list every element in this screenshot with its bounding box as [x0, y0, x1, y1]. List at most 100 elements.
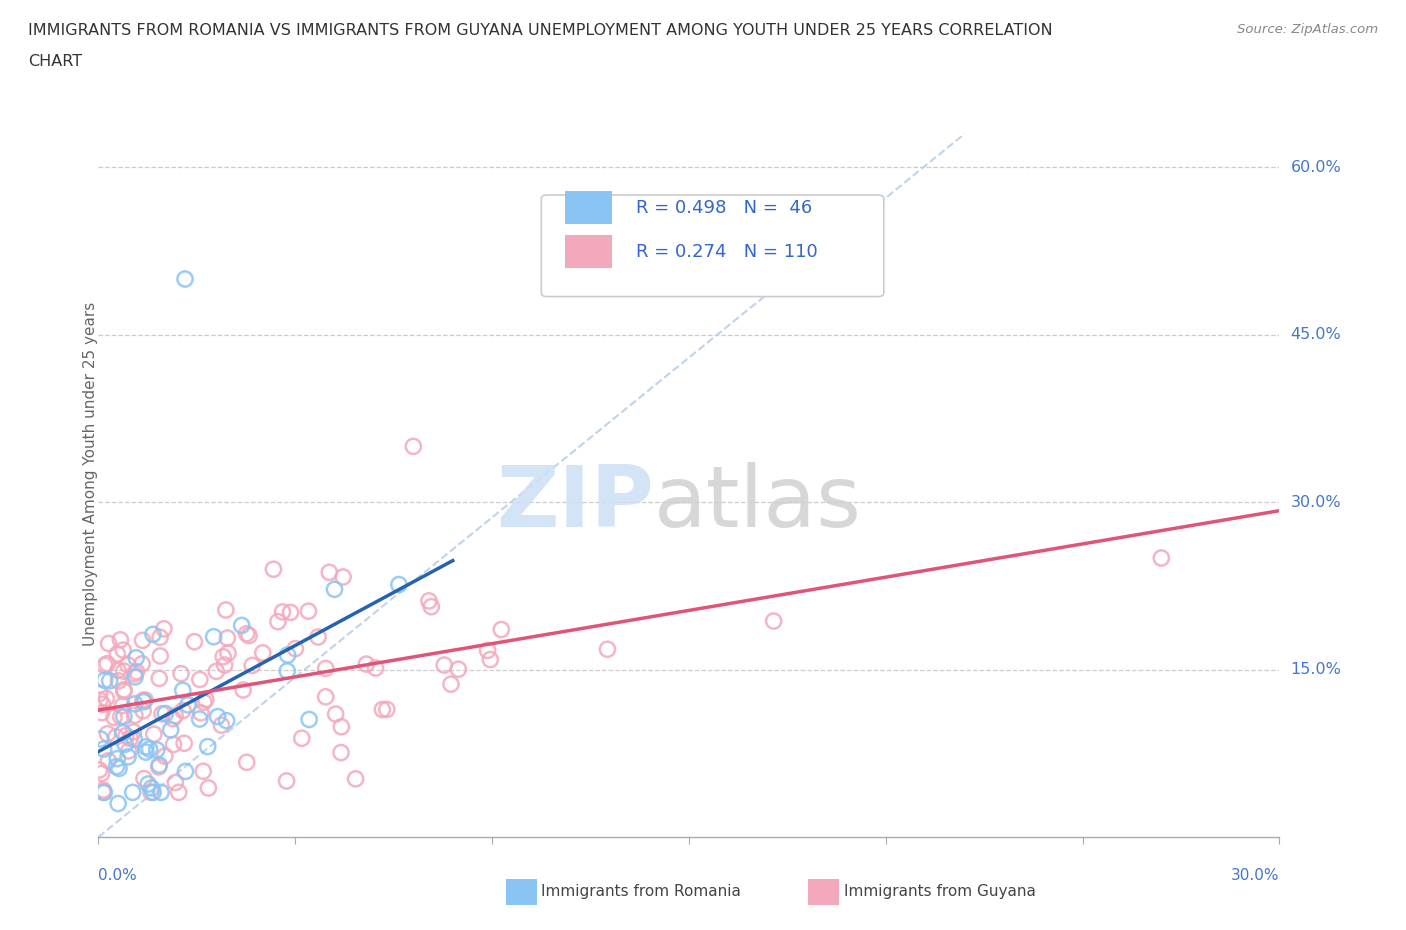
Text: Immigrants from Romania: Immigrants from Romania	[541, 884, 741, 899]
Text: 30.0%: 30.0%	[1232, 868, 1279, 883]
Point	[89, 732, 111, 747]
Text: 60.0%: 60.0%	[1291, 160, 1341, 175]
Point	[297, 604, 319, 618]
Point	[96, 691, 118, 706]
Point	[231, 618, 253, 633]
Point	[124, 670, 146, 684]
Point	[240, 658, 263, 673]
Text: IMMIGRANTS FROM ROMANIA VS IMMIGRANTS FROM GUYANA UNEMPLOYMENT AMONG YOUTH UNDER: IMMIGRANTS FROM ROMANIA VS IMMIGRANTS FR…	[28, 23, 1053, 38]
Point	[364, 660, 387, 675]
Point	[93, 783, 115, 798]
Point	[89, 686, 111, 701]
Point	[93, 741, 115, 756]
Point	[167, 785, 190, 800]
Point	[107, 673, 129, 688]
Point	[108, 761, 131, 776]
Point	[153, 621, 176, 636]
Point	[125, 650, 148, 665]
Point	[418, 593, 440, 608]
Point	[124, 708, 146, 723]
Point	[90, 766, 112, 781]
Point	[93, 658, 115, 673]
Point	[190, 706, 212, 721]
Point	[117, 658, 139, 672]
Point	[271, 604, 294, 619]
Point	[477, 643, 499, 658]
Point	[388, 578, 411, 592]
Text: R = 0.498   N =  46: R = 0.498 N = 46	[636, 199, 813, 217]
Point	[112, 664, 135, 679]
Point	[132, 771, 155, 786]
Point	[149, 648, 172, 663]
Point	[332, 569, 354, 584]
Point	[93, 673, 115, 688]
Point	[89, 693, 111, 708]
Point	[90, 705, 112, 720]
Point	[111, 698, 134, 713]
Point	[284, 641, 307, 656]
Point	[375, 702, 398, 717]
FancyBboxPatch shape	[541, 195, 884, 297]
Text: atlas: atlas	[654, 462, 862, 545]
Point	[142, 785, 165, 800]
Text: ZIP: ZIP	[496, 462, 654, 545]
Point	[440, 677, 463, 692]
Point	[173, 736, 195, 751]
Bar	[565, 192, 612, 224]
Point	[276, 774, 298, 789]
Point	[232, 683, 254, 698]
Point	[193, 764, 215, 778]
Point	[323, 582, 346, 597]
Point	[356, 657, 378, 671]
Point	[194, 692, 217, 707]
Point	[235, 755, 257, 770]
Point	[132, 703, 155, 718]
Point	[120, 731, 142, 746]
Point	[141, 780, 163, 795]
Point	[142, 726, 165, 741]
Point	[148, 760, 170, 775]
Point	[98, 673, 121, 688]
Point	[193, 695, 215, 710]
Point	[174, 764, 197, 779]
Point	[155, 706, 177, 721]
Point	[132, 695, 155, 710]
Point	[174, 272, 197, 286]
Text: CHART: CHART	[28, 54, 82, 69]
Point	[146, 742, 169, 757]
Point	[207, 709, 229, 724]
Point	[238, 628, 260, 643]
Point	[148, 758, 170, 773]
Point	[596, 642, 619, 657]
Point	[188, 711, 211, 726]
Point	[298, 712, 321, 727]
Point	[124, 732, 146, 747]
Point	[153, 749, 176, 764]
Point	[134, 693, 156, 708]
Point	[124, 697, 146, 711]
Point	[91, 785, 114, 800]
Point	[330, 745, 353, 760]
Point	[96, 657, 118, 671]
Point	[447, 662, 470, 677]
Point	[252, 645, 274, 660]
Point	[371, 702, 394, 717]
Point	[402, 439, 425, 454]
Point	[105, 759, 128, 774]
Point	[136, 777, 159, 791]
Point	[217, 645, 239, 660]
Point	[209, 718, 232, 733]
Point	[762, 614, 785, 629]
Point	[131, 633, 153, 648]
Point	[177, 698, 200, 712]
Point	[307, 630, 329, 644]
Point	[96, 726, 118, 741]
Point	[215, 603, 238, 618]
Point	[117, 750, 139, 764]
Point	[330, 720, 353, 735]
Text: 30.0%: 30.0%	[1291, 495, 1341, 510]
Point	[162, 711, 184, 726]
Point	[135, 745, 157, 760]
Point	[214, 658, 236, 672]
Point	[162, 737, 184, 752]
